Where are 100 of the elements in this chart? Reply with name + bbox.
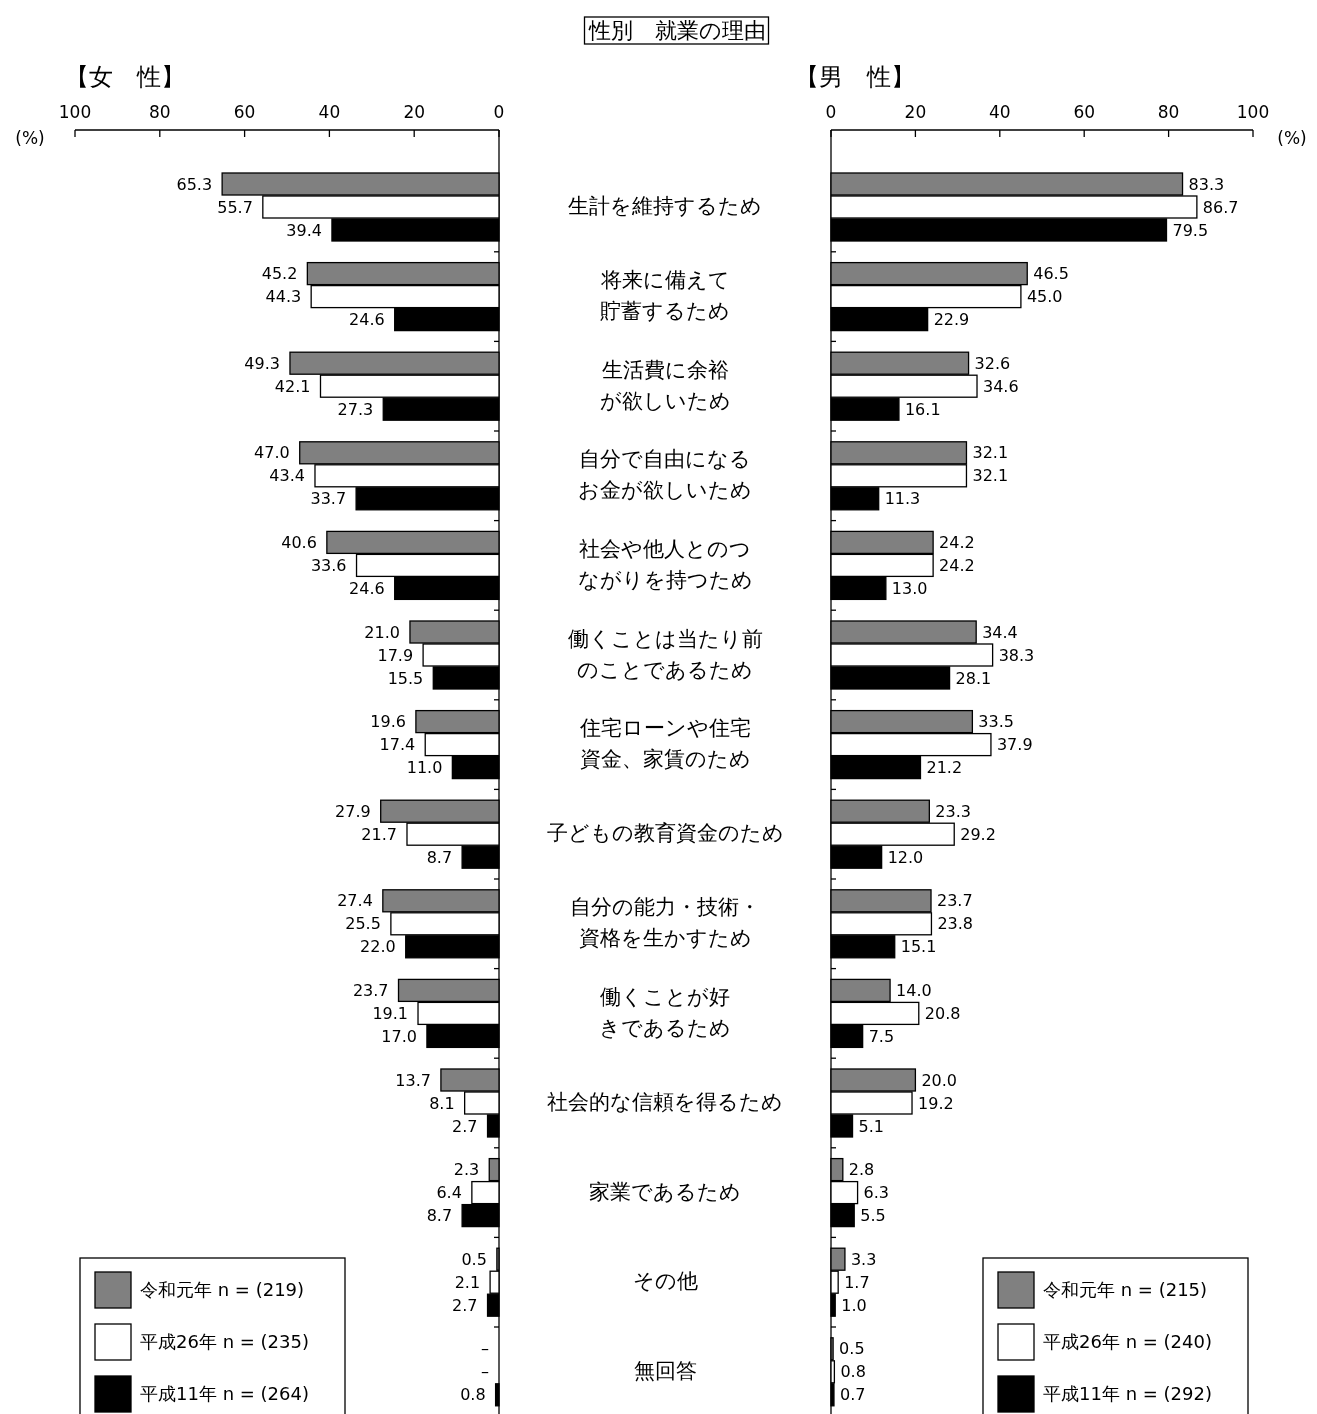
data-label: 13.0 <box>891 578 928 598</box>
data-label: 55.7 <box>217 197 253 217</box>
data-label: 46.5 <box>1033 264 1069 284</box>
data-label: 33.6 <box>310 555 347 575</box>
y-tick-label: 自分の能力・技術・資格を生かすため <box>570 895 760 951</box>
legend-label: 令和元年 n = (219) <box>140 1279 305 1300</box>
data-label: 27.9 <box>335 801 371 821</box>
data-label: 29.2 <box>960 824 996 844</box>
data-label: 20.0 <box>921 1070 958 1090</box>
x-axis-title: (%) <box>15 128 45 148</box>
data-label: 22.0 <box>360 937 396 957</box>
data-label: 0.8 <box>840 1362 866 1382</box>
y-tick-label: 社会的な信頼を得るため <box>547 1090 783 1114</box>
data-label: 49.3 <box>244 353 280 373</box>
y-tick-label: 自分で自由になるお金が欲しいため <box>578 447 752 503</box>
y-tick-label: 社会や他人とのつながりを持つため <box>577 536 753 592</box>
data-label: 39.4 <box>286 220 322 240</box>
y-tick-label: その他 <box>632 1269 698 1294</box>
data-label: 5.5 <box>860 1206 886 1226</box>
xtick: 0 <box>493 102 505 122</box>
chart-subtitle: 【女 性】 <box>65 63 185 91</box>
legend-label: 平成11年 n = (264) <box>140 1383 309 1404</box>
chart-subtitle: 【男 性】 <box>795 63 915 91</box>
data-label: 6.3 <box>863 1183 890 1203</box>
data-label: 8.1 <box>429 1093 455 1113</box>
data-label: 34.4 <box>982 622 1018 642</box>
xtick: 60 <box>1073 102 1095 122</box>
data-label: 16.1 <box>904 399 941 419</box>
data-label: 19.6 <box>370 712 406 732</box>
data-label: 8.7 <box>426 1206 453 1226</box>
data-label: 33.7 <box>310 489 347 509</box>
data-label: 11.3 <box>884 489 921 509</box>
data-label: 0.7 <box>839 1385 866 1405</box>
legend-label: 平成26年 n = (240) <box>1043 1331 1212 1352</box>
data-label: 17.9 <box>377 645 414 665</box>
xtick: 20 <box>904 102 927 122</box>
text: – <box>481 1339 489 1359</box>
data-label: 6.4 <box>436 1183 462 1203</box>
data-label: 19.1 <box>372 1003 409 1023</box>
y-tick-label: 無回答 <box>633 1358 697 1383</box>
y-tick-label: 働くことは当たり前のことであるため <box>567 626 763 682</box>
data-label: 20.8 <box>924 1003 961 1023</box>
y-tick-label: 働くことが好きであるため <box>599 984 731 1040</box>
xtick: 20 <box>403 102 425 122</box>
data-label: 24.2 <box>939 532 975 552</box>
data-label: 24.6 <box>349 578 385 598</box>
data-label: 23.3 <box>935 801 971 821</box>
data-label: 2.7 <box>452 1295 478 1315</box>
data-label: 23.8 <box>937 914 974 934</box>
data-label: 83.3 <box>1188 174 1225 194</box>
y-tick-label: 家業であるため <box>589 1179 741 1204</box>
xtick: 0 <box>825 102 837 122</box>
data-label: 23.7 <box>352 980 389 1000</box>
data-label: 79.5 <box>1172 220 1209 240</box>
y-tick-label: 子どもの教育資金のため <box>546 821 784 846</box>
data-label: 0.5 <box>839 1339 865 1359</box>
y-tick-label: 住宅ローンや住宅資金、家賃のため <box>578 716 751 772</box>
data-label: 65.3 <box>176 174 213 194</box>
data-label: 21.0 <box>364 622 400 642</box>
data-label: 38.3 <box>998 645 1035 665</box>
data-label: 27.3 <box>337 399 374 419</box>
x-axis-title: (%) <box>1277 128 1307 148</box>
data-label: 42.1 <box>274 376 311 396</box>
data-label: 2.8 <box>848 1160 875 1180</box>
data-label: 44.3 <box>265 287 302 307</box>
data-label: 86.7 <box>1202 197 1239 217</box>
data-label: 0.5 <box>461 1249 487 1269</box>
data-label: 0.8 <box>460 1385 486 1405</box>
data-label: 40.6 <box>281 532 317 552</box>
data-label: 13.7 <box>395 1070 431 1090</box>
data-label: 15.5 <box>387 668 424 688</box>
data-label: 32.1 <box>972 443 1009 463</box>
data-label: 2.7 <box>452 1116 478 1136</box>
xtick: 60 <box>233 102 256 122</box>
xtick: 40 <box>989 102 1011 122</box>
data-label: 19.2 <box>918 1093 954 1113</box>
data-label: 17.0 <box>381 1026 417 1046</box>
data-label: 24.6 <box>349 310 385 330</box>
data-label: 43.4 <box>269 466 305 486</box>
data-label: 2.1 <box>454 1272 481 1292</box>
data-label: 32.1 <box>972 466 1009 486</box>
data-label: 37.9 <box>996 735 1033 755</box>
data-label: 28.1 <box>955 668 992 688</box>
xtick: 80 <box>1157 102 1180 122</box>
data-label: 24.2 <box>939 555 975 575</box>
data-label: 47.0 <box>254 443 290 463</box>
data-label: 21.7 <box>361 824 397 844</box>
data-label: 8.7 <box>426 847 453 867</box>
data-label: 1.0 <box>841 1295 867 1315</box>
data-label: 32.6 <box>974 353 1011 373</box>
text: – <box>481 1362 489 1382</box>
data-label: 2.3 <box>453 1160 480 1180</box>
xtick: 100 <box>1236 102 1270 122</box>
data-label: 45.2 <box>261 264 298 284</box>
xtick: 100 <box>58 102 92 122</box>
data-label: 15.1 <box>900 937 937 957</box>
text: 性別 就業の理由 <box>587 18 766 43</box>
data-label: 34.6 <box>983 376 1019 396</box>
legend-label: 平成11年 n = (292) <box>1043 1383 1212 1404</box>
data-label: 17.4 <box>379 735 416 755</box>
